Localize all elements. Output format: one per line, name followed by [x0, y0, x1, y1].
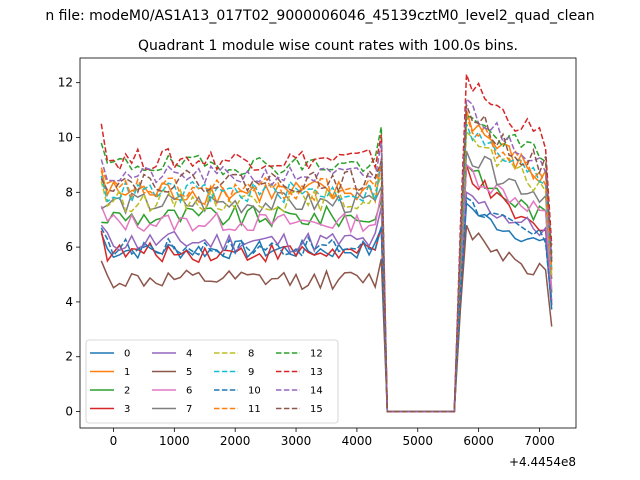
series-line-9 [100, 123, 553, 413]
x-offset-label: +4.4454e8 [509, 455, 576, 469]
series-line-10 [100, 196, 553, 413]
series-line-7 [100, 150, 553, 413]
x-tick-label-1000: 1000 [159, 434, 190, 448]
legend-label-11: 11 [248, 404, 261, 415]
legend-label-4: 4 [186, 349, 192, 360]
x-tick-label-3000: 3000 [281, 434, 312, 448]
y-tick-label-0: 0 [65, 405, 73, 419]
series-line-14 [100, 97, 553, 413]
x-tick-label-2000: 2000 [220, 434, 251, 448]
axes-frame [79, 57, 577, 429]
legend-label-8: 8 [248, 349, 254, 360]
legend-label-15: 15 [310, 404, 323, 415]
x-tick-label-6000: 6000 [463, 434, 494, 448]
y-tick-label-8: 8 [65, 185, 73, 199]
legend-label-9: 9 [248, 367, 254, 378]
series-line-5 [100, 224, 553, 413]
chart-title: Quadrant 1 module wise count rates with … [138, 38, 518, 54]
series-line-8 [100, 130, 553, 413]
x-tick-label-5000: 5000 [402, 434, 433, 448]
series-line-6 [100, 163, 553, 413]
x-tick-label-4000: 4000 [342, 434, 373, 448]
y-tick-label-2: 2 [65, 350, 73, 364]
legend-label-3: 3 [124, 404, 130, 415]
legend-label-10: 10 [248, 386, 261, 397]
legend-label-1: 1 [124, 367, 130, 378]
legend-label-13: 13 [310, 367, 323, 378]
legend-label-0: 0 [124, 349, 130, 360]
legend-label-7: 7 [186, 404, 192, 415]
y-tick-label-10: 10 [58, 130, 73, 144]
series-line-13 [100, 74, 553, 413]
series-line-3 [100, 164, 553, 413]
plot-area [100, 74, 553, 413]
legend-label-6: 6 [186, 386, 192, 397]
series-line-1 [100, 109, 553, 413]
series-line-11 [100, 115, 553, 413]
x-tick-label-7000: 7000 [524, 434, 555, 448]
y-tick-label-12: 12 [58, 76, 73, 90]
legend-box [85, 339, 339, 424]
figure-suptitle: n file: modeM0/AS1A13_017T02_9000006046_… [45, 8, 594, 24]
legend-label-2: 2 [124, 386, 130, 397]
x-tick-label-0: 0 [110, 434, 118, 448]
legend-label-14: 14 [310, 386, 323, 397]
y-tick-label-4: 4 [65, 295, 73, 309]
legend-label-5: 5 [186, 367, 192, 378]
series-line-4 [100, 190, 553, 413]
series-line-15 [100, 104, 553, 413]
legend-label-12: 12 [310, 349, 323, 360]
y-tick-label-6: 6 [65, 240, 73, 254]
